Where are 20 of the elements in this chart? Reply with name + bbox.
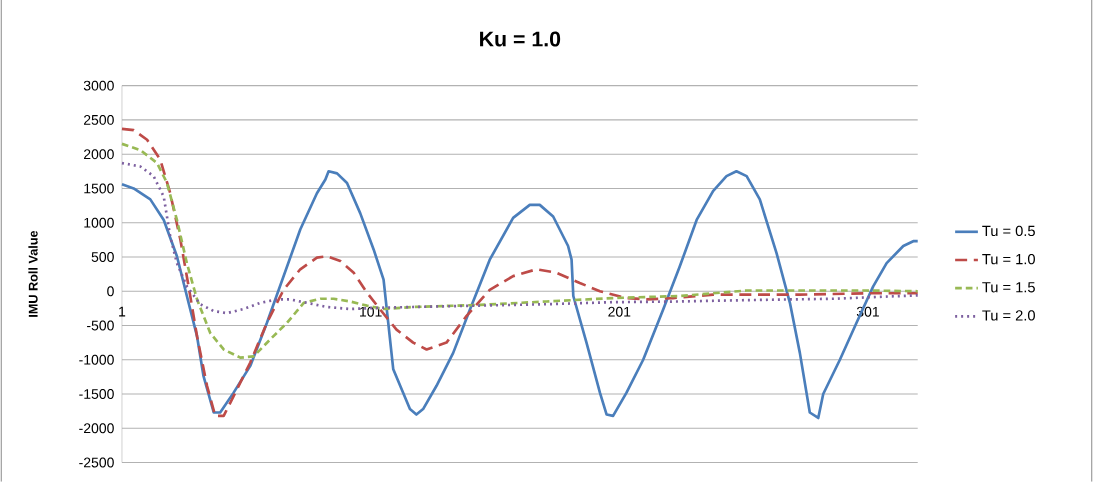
y-tick-label: 2500: [83, 115, 114, 125]
y-tick-label: -500: [87, 320, 114, 331]
y-tick-label: -2500: [79, 457, 114, 468]
y-tick-label: 500: [91, 252, 114, 262]
y-tick-label: 3000: [83, 80, 114, 91]
legend-label: Tu = 1.5: [982, 282, 1035, 293]
legend-label: Tu = 2.0: [982, 310, 1035, 321]
chart-title: Ku = 1.0: [480, 31, 561, 47]
x-tick-label: 201: [608, 306, 631, 317]
y-axis-title: IMU Roll Value: [28, 230, 38, 317]
legend-label: Tu = 0.5: [982, 225, 1035, 237]
x-tick-label: 1: [119, 306, 126, 317]
y-tick-label: -1500: [79, 389, 114, 400]
y-tick-label: 2000: [83, 149, 114, 160]
y-tick-label: 1500: [84, 183, 114, 194]
y-tick-label: 1000: [84, 217, 114, 228]
y-tick-label: -1000: [79, 354, 114, 365]
y-tick-label: -2000: [79, 423, 114, 434]
legend-label: Tu = 1.0: [982, 254, 1035, 265]
y-tick-label: 0: [107, 286, 114, 297]
